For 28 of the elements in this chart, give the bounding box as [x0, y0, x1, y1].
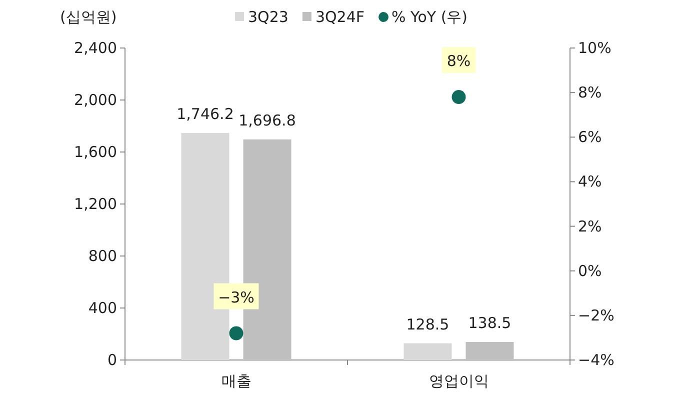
y2-tick-label: 4%: [578, 172, 602, 191]
data-label: 1,696.8: [238, 111, 296, 130]
data-label: 8%: [446, 52, 471, 70]
x-tick-label: 영업이익: [428, 372, 489, 390]
data-label: 1,746.2: [176, 104, 234, 123]
legend-label: 3Q23: [248, 8, 288, 26]
data-label: 138.5: [468, 314, 512, 332]
y-tick-label: 2,400: [74, 39, 117, 57]
data-label: 128.5: [406, 315, 450, 334]
legend-label: 3Q24F: [315, 8, 365, 26]
bar: [466, 342, 514, 360]
y2-tick-label: 10%: [578, 39, 612, 57]
y-tick-label: 0: [107, 351, 117, 369]
y2-tick-label: 0%: [578, 262, 602, 280]
y-tick-label: 400: [88, 299, 117, 317]
y-tick-label: 1,200: [74, 195, 117, 213]
y2-tick-label: 6%: [578, 128, 602, 146]
x-tick-label: 매출: [221, 372, 252, 390]
y-tick-label: 1,600: [74, 143, 117, 161]
y-tick-label: 2,000: [74, 91, 117, 109]
y-axis-title: (십억원): [60, 8, 117, 26]
y2-tick-label: −2%: [578, 306, 614, 324]
y2-tick-label: 8%: [578, 84, 602, 102]
bar: [404, 343, 452, 360]
y2-tick-label: −4%: [578, 351, 614, 369]
data-label: −3%: [218, 288, 254, 306]
y-tick-label: 800: [88, 247, 117, 265]
y2-tick-label: 2%: [578, 217, 602, 236]
